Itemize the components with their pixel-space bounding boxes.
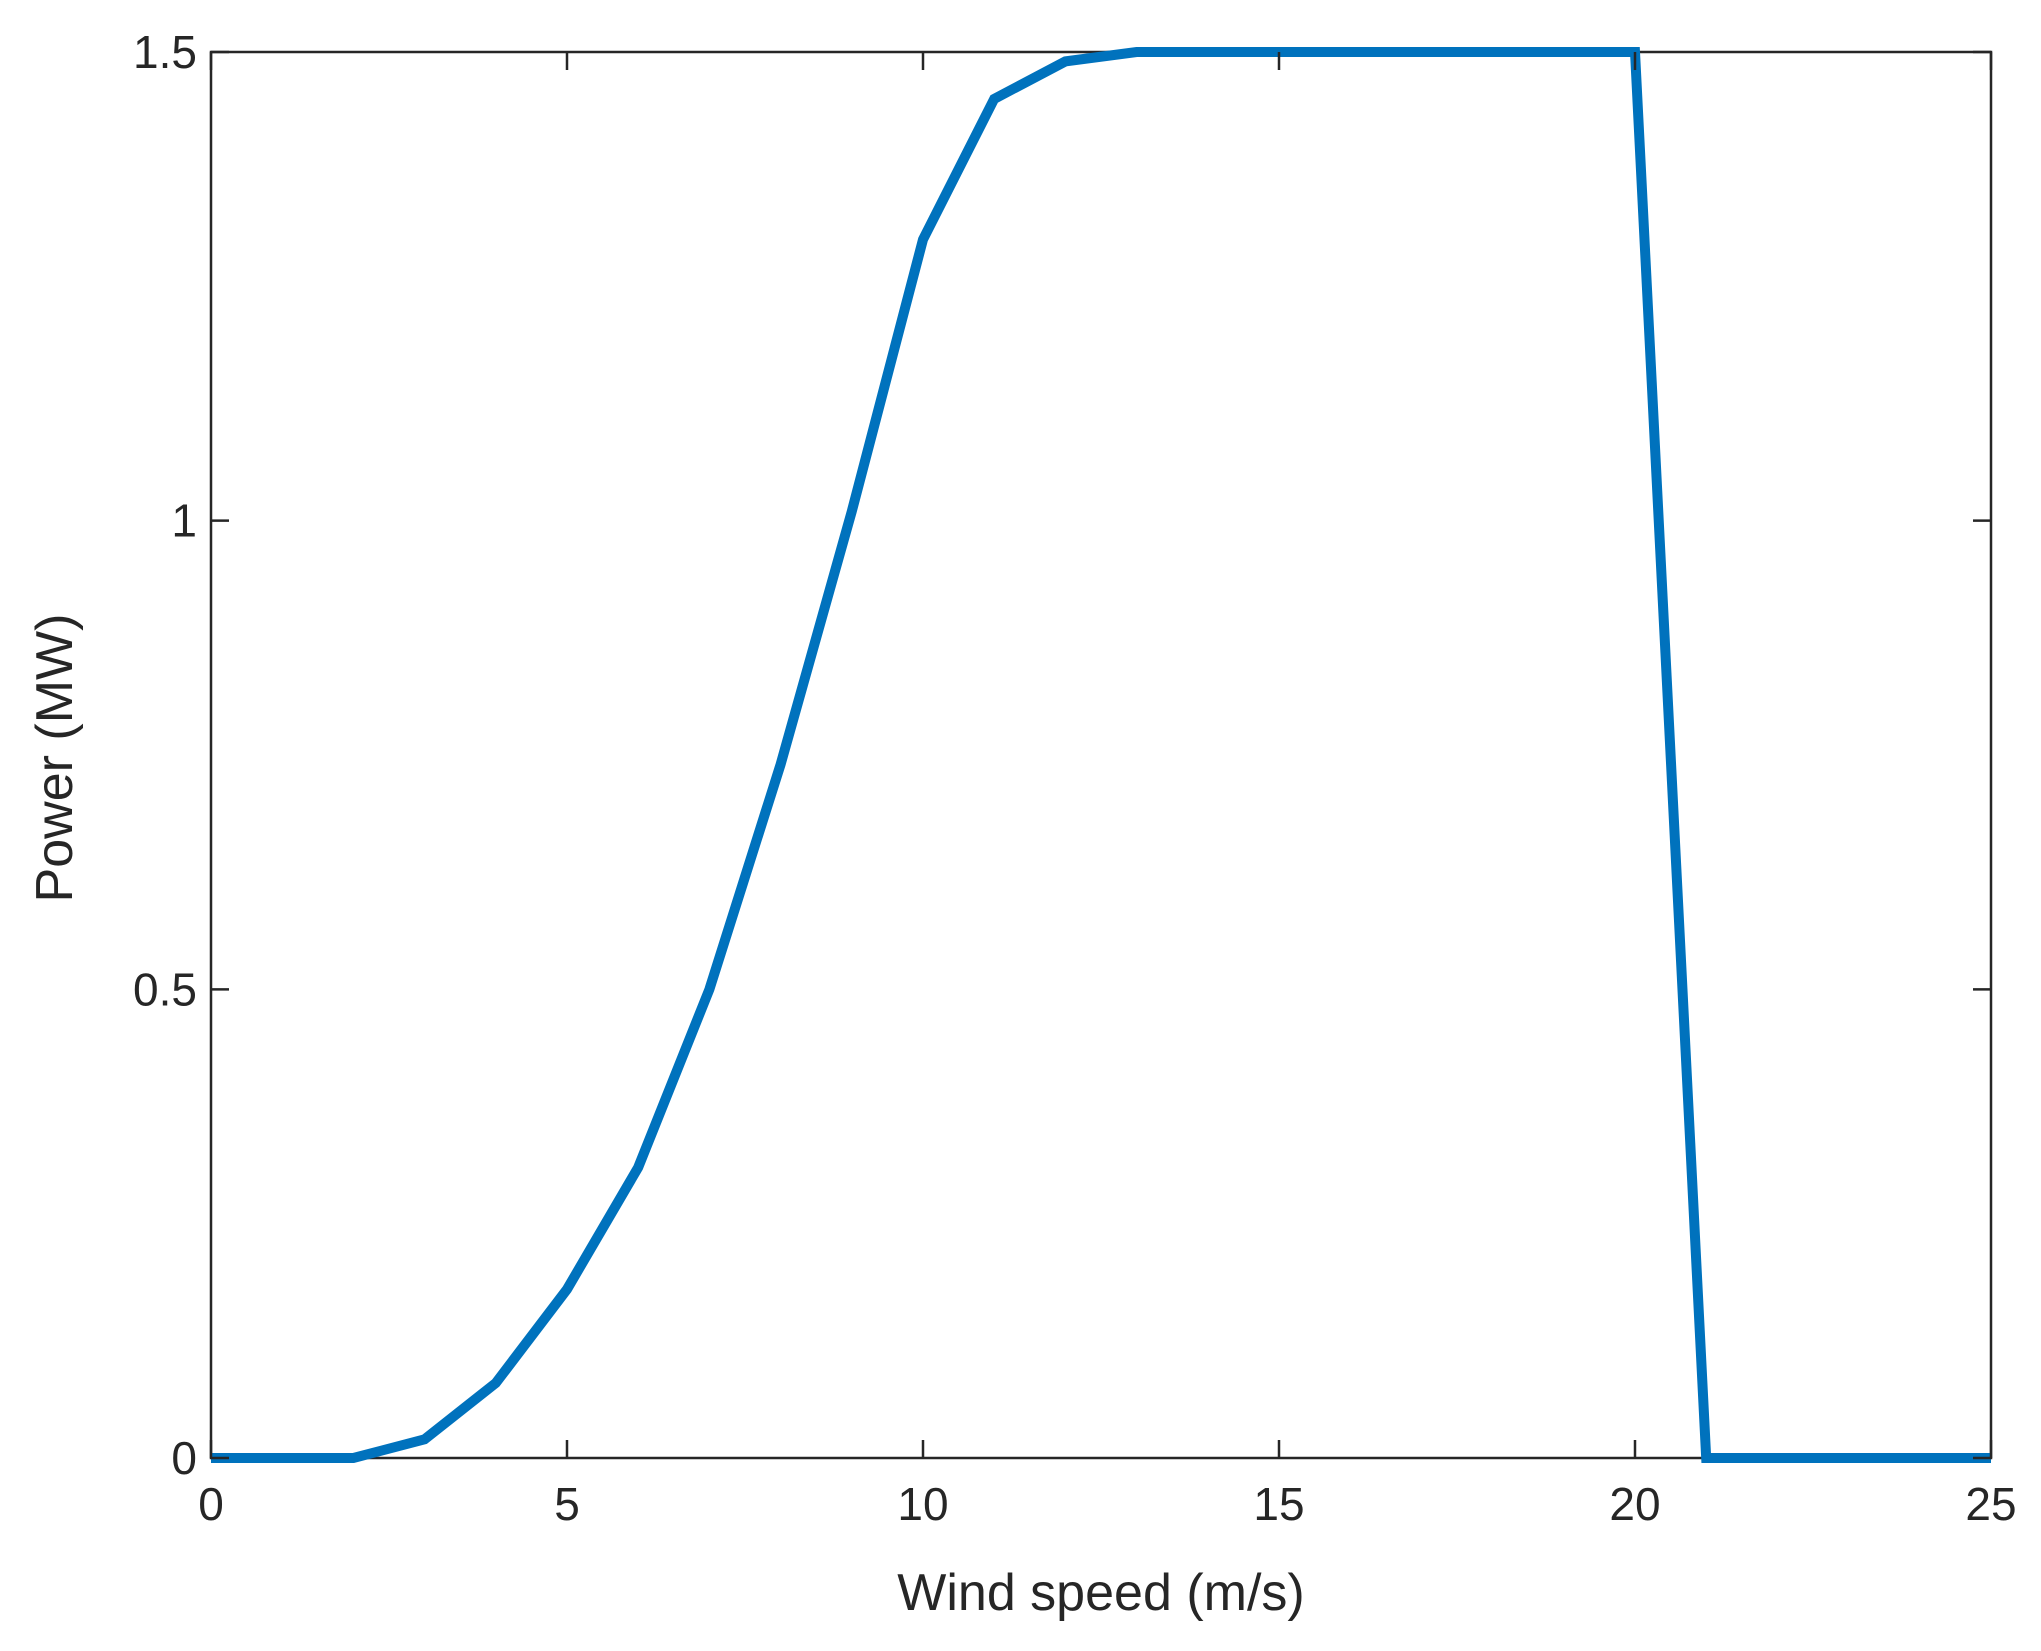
x-tick-label: 20	[1609, 1478, 1660, 1530]
x-tick-label: 0	[198, 1478, 224, 1530]
y-axis-ticks: 0 0.5 1 1.5	[133, 26, 1991, 1484]
x-axis-ticks: 0 5 10 15 20 25	[198, 52, 2017, 1530]
x-tick-label: 10	[897, 1478, 948, 1530]
y-tick-label: 0.5	[133, 963, 197, 1015]
x-tick-label: 5	[554, 1478, 580, 1530]
x-tick-label: 25	[1965, 1478, 2016, 1530]
series-line-0	[211, 47, 1991, 1463]
series-layer	[211, 47, 1991, 1463]
y-tick-label: 1	[171, 495, 197, 547]
y-tick-label: 0	[171, 1432, 197, 1484]
x-tick-label: 15	[1253, 1478, 1304, 1530]
x-axis-label: Wind speed (m/s)	[897, 1564, 1304, 1622]
y-axis-label: Power (MW)	[26, 614, 84, 903]
y-tick-label: 1.5	[133, 26, 197, 78]
